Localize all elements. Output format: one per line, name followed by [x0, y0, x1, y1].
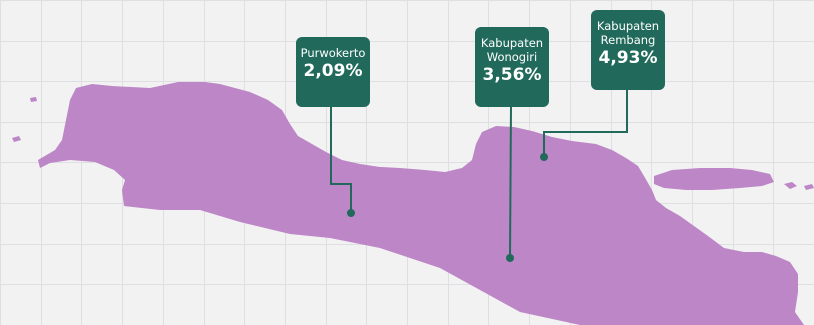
small-island	[804, 184, 814, 190]
callout-kabupaten-rembang: Kabupaten Rembang 4,93%	[591, 10, 665, 90]
leader-line-wonogiri	[509, 105, 512, 259]
callout-percentage: 2,09%	[303, 61, 363, 81]
callout-percentage: 4,93%	[598, 48, 658, 68]
small-island	[30, 97, 37, 102]
callout-kabupaten-wonogiri: Kabupaten Wonogiri 3,56%	[475, 27, 549, 107]
location-markers	[347, 153, 548, 262]
leader-line-purwokerto	[330, 106, 352, 212]
leader-lines	[330, 89, 628, 259]
callout-location-name: Kabupaten Rembang	[596, 19, 660, 47]
madura-island	[654, 168, 774, 190]
callout-purwokerto: Purwokerto 2,09%	[296, 37, 370, 107]
leader-line-rembang	[543, 89, 628, 156]
marker-purwokerto	[347, 209, 355, 217]
marker-wonogiri	[506, 254, 514, 262]
callout-location-name: Purwokerto	[300, 46, 366, 60]
callout-percentage: 3,56%	[482, 65, 542, 85]
java-island	[38, 82, 804, 325]
marker-rembang	[540, 153, 548, 161]
small-island	[784, 182, 797, 189]
java-island-map	[12, 82, 814, 325]
small-island	[12, 136, 21, 142]
callout-location-name: Kabupaten Wonogiri	[480, 36, 544, 64]
